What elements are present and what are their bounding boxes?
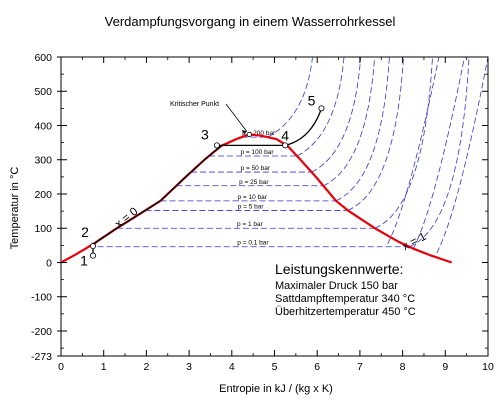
superheat-isobar bbox=[347, 56, 404, 211]
isobar-label: p = 10 bar bbox=[238, 194, 268, 201]
y-tick-label: 600 bbox=[34, 52, 52, 64]
process-point bbox=[90, 252, 97, 259]
process-point-label: 5 bbox=[308, 92, 316, 108]
superheat-isobar bbox=[409, 56, 470, 248]
superheat-isobar bbox=[323, 56, 375, 187]
x-tick-label: 9 bbox=[442, 361, 448, 373]
superheat-isobars bbox=[267, 56, 489, 254]
annotations: Leistungskennwerte: Maximaler Druck 150 … bbox=[170, 101, 416, 318]
info-box-line: Sattdampftemperatur 340 °C bbox=[275, 293, 415, 305]
superheat-isobar bbox=[374, 56, 433, 229]
x-tick-label: 10 bbox=[482, 361, 494, 373]
process-point-label: 1 bbox=[80, 253, 88, 269]
superheat-isobar bbox=[311, 56, 362, 173]
process-point-label: 3 bbox=[201, 126, 209, 142]
process-path: 1 2 3 4 5 bbox=[80, 92, 325, 269]
superheat-line bbox=[285, 108, 323, 147]
critical-point-marker bbox=[246, 131, 252, 138]
x-tick-label: 6 bbox=[314, 361, 320, 373]
critical-point-label: Kritischer Punkt bbox=[170, 101, 219, 108]
superheat-isobar bbox=[267, 56, 313, 138]
y-tick-label: -200 bbox=[31, 326, 52, 338]
info-box-line: Maximaler Druck 150 bar bbox=[275, 280, 398, 292]
arrow-head bbox=[241, 129, 247, 134]
x-tick-label: 4 bbox=[229, 361, 235, 373]
x-tick-label: 0 bbox=[58, 361, 64, 373]
y-tick-label: 400 bbox=[34, 120, 52, 132]
isobar-label: p = 1 bar bbox=[237, 221, 264, 228]
chart-title: Verdampfungsvorgang in einem Wasserrohrk… bbox=[105, 14, 396, 29]
process-point-label: 2 bbox=[81, 224, 89, 240]
critical-point-arrow bbox=[225, 103, 248, 132]
y-tick-label: -100 bbox=[31, 292, 52, 304]
superheat-isobar bbox=[296, 56, 345, 157]
x-tick-label: 2 bbox=[143, 361, 149, 373]
y-tick-label: -273 bbox=[31, 351, 52, 363]
process-point-label: 4 bbox=[281, 127, 289, 143]
isobar-label: p = 200 bar bbox=[242, 130, 276, 137]
isobar-lines: p = 200 bar p = 100 bar p = 50 bar p = 25 b… bbox=[88, 130, 410, 248]
process-point bbox=[318, 105, 325, 112]
info-box-line: Überhitzertemperatur 450 °C bbox=[275, 306, 416, 318]
superheat-isobar bbox=[335, 56, 390, 202]
x-tick-label: 3 bbox=[186, 361, 192, 373]
x-axis-label: Entropie in kJ / (kg x K) bbox=[219, 383, 333, 395]
info-box-title: Leistungskennwerte: bbox=[275, 261, 403, 277]
isobar-label: p = 25 bar bbox=[239, 179, 269, 186]
process-point bbox=[282, 142, 289, 149]
isobar-label: p = 50 bar bbox=[241, 165, 271, 172]
y-axis-label: Temperatur in °C bbox=[9, 167, 21, 250]
y-tick-label: 0 bbox=[46, 257, 52, 269]
superheat-isobar bbox=[412, 56, 465, 249]
x-tick-label: 8 bbox=[400, 361, 406, 373]
y-tick-label: 300 bbox=[34, 155, 52, 167]
isobar-label: p = 0,1 bar bbox=[237, 240, 269, 247]
y-tick-label: 200 bbox=[34, 189, 52, 201]
superheat-isobar bbox=[387, 56, 440, 244]
process-point bbox=[213, 142, 220, 149]
x-tick-label: 1 bbox=[101, 361, 107, 373]
superheat-isobar bbox=[436, 56, 489, 254]
y-tick-label: 100 bbox=[34, 223, 52, 235]
x-tick-label: 5 bbox=[272, 361, 278, 373]
x0-label: x = 0 bbox=[113, 206, 140, 231]
axis-ticks: 0 1 2 3 4 5 6 7 8 9 10 600 500 400 300 200 100 0 -100 -200 -… bbox=[31, 52, 494, 373]
x-tick-label: 7 bbox=[357, 361, 363, 373]
isobar-label: p = 100 bar bbox=[240, 149, 274, 156]
y-tick-label: 500 bbox=[34, 86, 52, 98]
process-point bbox=[90, 243, 97, 250]
isobar-label: p = 5 bar bbox=[238, 203, 265, 210]
